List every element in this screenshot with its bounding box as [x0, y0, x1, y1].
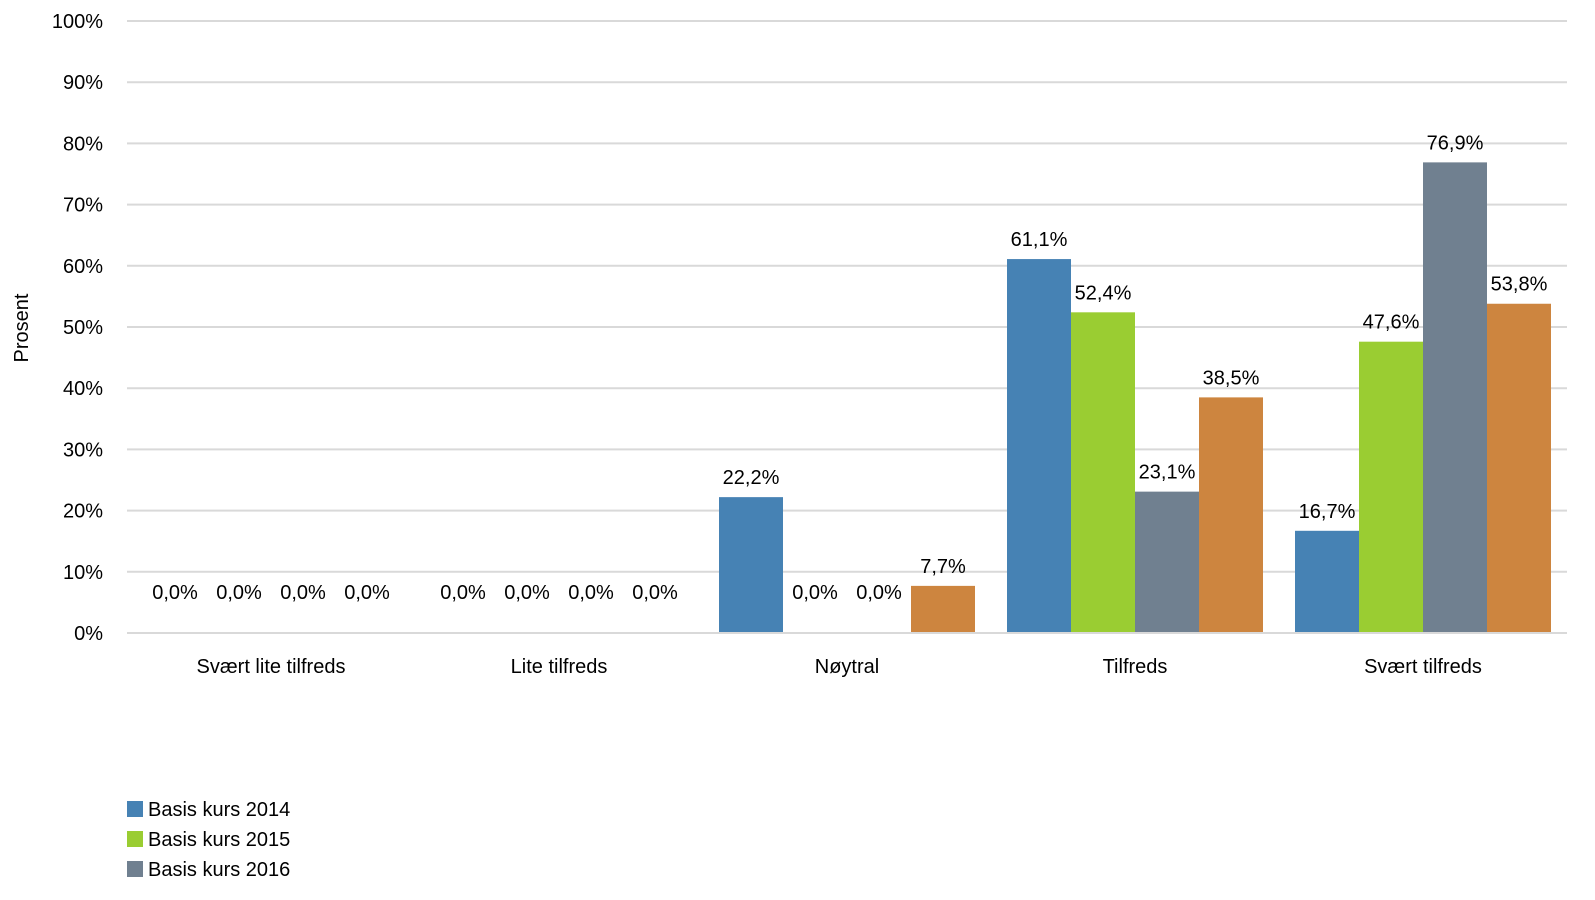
data-labels: 0,0% 0,0% 22,2% 61,1% 16,7% 0,0% 0,0% 0,0% 52,4%… [152, 132, 1547, 604]
y-tick-label: 30% [63, 439, 103, 461]
legend-swatch [127, 831, 143, 847]
data-label: 0,0% [152, 582, 198, 604]
y-tick-label: 20% [63, 501, 103, 523]
y-axis-tick-labels: 0% 10% 20% 30% 40% 50% 60% 70% 80% 90% 100% [52, 11, 103, 645]
bar [1071, 312, 1135, 633]
bar [719, 497, 783, 633]
data-label: 38,5% [1203, 367, 1260, 389]
y-tick-label: 80% [63, 133, 103, 155]
x-tick-label: Lite tilfreds [511, 656, 608, 678]
legend-label: Basis kurs 2014 [148, 799, 290, 821]
data-label: 0,0% [568, 582, 614, 604]
gridlines [127, 20, 1567, 573]
bar [1359, 341, 1423, 633]
data-label: 16,7% [1299, 501, 1356, 523]
data-label: 53,8% [1491, 274, 1548, 296]
x-tick-label: Tilfreds [1103, 656, 1168, 678]
bar [1423, 162, 1487, 633]
bar [911, 585, 975, 633]
data-label: 0,0% [504, 582, 550, 604]
legend: Basis kurs 2014 Basis kurs 2015 Basis kurs… [127, 799, 290, 881]
bar [1487, 303, 1551, 633]
legend-swatch [127, 801, 143, 817]
y-axis-label: Prosent [11, 293, 33, 362]
data-label: 22,2% [723, 467, 780, 489]
x-tick-label: Svært tilfreds [1364, 656, 1482, 678]
bars [719, 162, 1551, 633]
data-label: 61,1% [1011, 229, 1068, 251]
data-label: 0,0% [280, 582, 326, 604]
legend-label: Basis kurs 2016 [148, 859, 290, 881]
data-label: 47,6% [1363, 312, 1420, 334]
data-label: 0,0% [632, 582, 678, 604]
bar [1135, 491, 1199, 633]
y-tick-label: 0% [74, 623, 103, 645]
data-label: 7,7% [920, 556, 966, 578]
x-axis-tick-labels: Svært lite tilfreds Lite tilfreds Nøytral T… [197, 656, 1482, 678]
y-tick-label: 60% [63, 256, 103, 278]
bar [1007, 259, 1071, 633]
legend-label: Basis kurs 2015 [148, 829, 290, 851]
y-tick-label: 10% [63, 562, 103, 584]
data-label: 76,9% [1427, 132, 1484, 154]
y-tick-label: 40% [63, 378, 103, 400]
y-tick-label: 70% [63, 195, 103, 217]
bar [1199, 397, 1263, 633]
data-label: 0,0% [440, 582, 486, 604]
y-tick-label: 90% [63, 72, 103, 94]
y-tick-label: 100% [52, 11, 103, 33]
data-label: 23,1% [1139, 462, 1196, 484]
data-label: 52,4% [1075, 282, 1132, 304]
data-label: 0,0% [216, 582, 262, 604]
data-label: 0,0% [792, 582, 838, 604]
data-label: 0,0% [856, 582, 902, 604]
data-label: 0,0% [344, 582, 390, 604]
legend-swatch [127, 861, 143, 877]
bar [1295, 530, 1359, 633]
x-tick-label: Nøytral [815, 656, 879, 678]
y-tick-label: 50% [63, 317, 103, 339]
x-tick-label: Svært lite tilfreds [197, 656, 346, 678]
